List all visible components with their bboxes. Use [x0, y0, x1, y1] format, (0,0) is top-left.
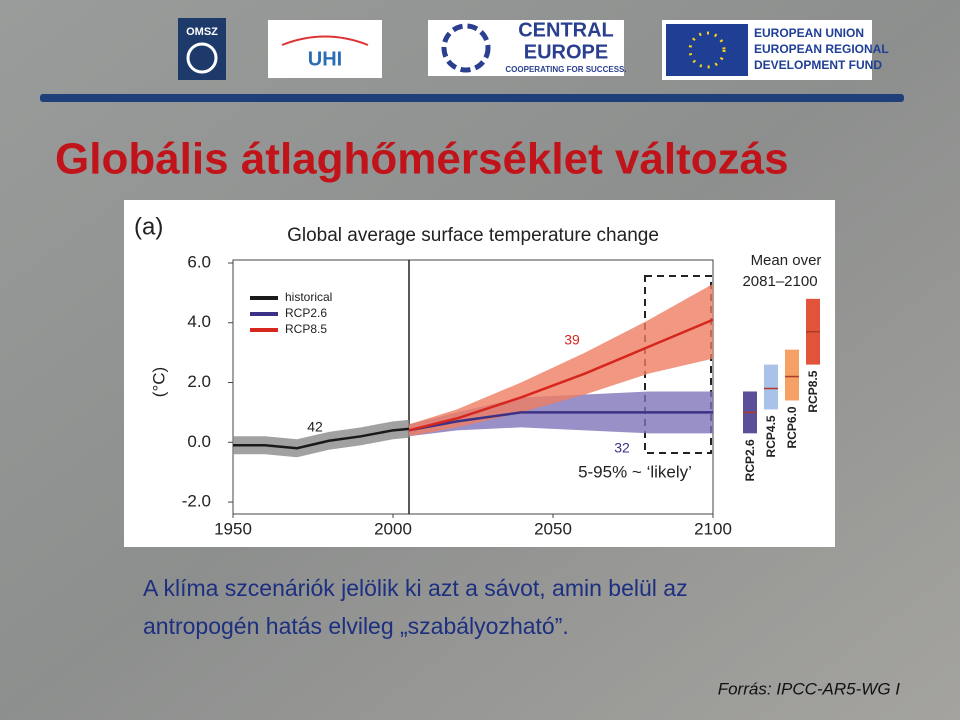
logo-text: COOPERATING FOR SUCCESS. [505, 65, 626, 74]
x-tick-label: 2000 [374, 519, 412, 538]
bar-label: RCP4.5 [764, 415, 778, 457]
logo-icon [186, 42, 218, 74]
y-tick-label: 0.0 [187, 432, 211, 451]
logo-icon [441, 23, 491, 73]
chart-panel [124, 200, 835, 547]
x-tick-label: 1950 [214, 519, 252, 538]
annotation: 42 [307, 419, 323, 435]
logo-text: EUROPEAN UNION [754, 26, 864, 40]
uncertainty-band [409, 283, 713, 437]
y-tick-label: 4.0 [187, 312, 211, 331]
plot-frame [232, 259, 714, 515]
y-axis-label: (°C) [149, 367, 168, 397]
x-tick-label: 2050 [534, 519, 572, 538]
body-text: antropogén hatás elvileg „szabályozható”… [143, 613, 569, 639]
slide-title: Globális átlaghőmérséklet változás [55, 135, 789, 184]
uncertainty-band [409, 391, 713, 437]
range-bar [785, 349, 799, 401]
chart-title: Global average surface temperature chang… [287, 225, 659, 246]
eu-flag [666, 24, 748, 76]
uncertainty-band [233, 419, 409, 458]
range-bar [764, 364, 778, 410]
side-title: 2081–2100 [742, 273, 817, 290]
y-tick-label: -2.0 [182, 492, 211, 511]
legend-label: RCP8.5 [285, 322, 327, 336]
logo-central-europe [428, 20, 624, 76]
y-tick-label: 6.0 [187, 252, 211, 271]
logo-uhi [268, 20, 382, 78]
panel-label: (a) [134, 213, 163, 240]
logo-text: CENTRAL [518, 19, 614, 41]
side-title: Mean over [751, 252, 822, 269]
eu-stars [688, 31, 726, 69]
logo-text: DEVELOPMENT FUND [754, 58, 882, 72]
bar-label: RCP2.6 [743, 439, 757, 481]
annotation: 39 [564, 332, 580, 348]
logo-text: EUROPE [524, 41, 608, 63]
logo-text: OMSZ [186, 26, 218, 38]
chart: -2.0 0.0 2.0 4.0 6.0 1950 2000 2050 2100 historic… [182, 252, 820, 538]
logo-text: EUROPEAN REGIONAL [754, 42, 889, 56]
source: Forrás: IPCC-AR5-WG I [718, 679, 901, 698]
series-line [233, 427, 410, 450]
annotation: 32 [614, 440, 630, 456]
logo-omsz [178, 18, 226, 80]
series-line [408, 318, 714, 432]
x-tick-label: 2100 [694, 519, 732, 538]
logo-icon [281, 35, 369, 46]
logo-text: UHI [308, 48, 342, 70]
annotation: 5-95% ~ ‘likely’ [578, 462, 692, 481]
legend-label: historical [285, 290, 332, 304]
header-bar [40, 94, 904, 102]
body-text: A klíma szcenáriók jelölik ki azt a sávo… [143, 575, 688, 601]
bar-label: RCP8.5 [806, 370, 820, 412]
series-line [408, 411, 713, 432]
bar-label: RCP6.0 [785, 406, 799, 448]
y-tick-label: 2.0 [187, 372, 211, 391]
legend-label: RCP2.6 [285, 306, 327, 320]
